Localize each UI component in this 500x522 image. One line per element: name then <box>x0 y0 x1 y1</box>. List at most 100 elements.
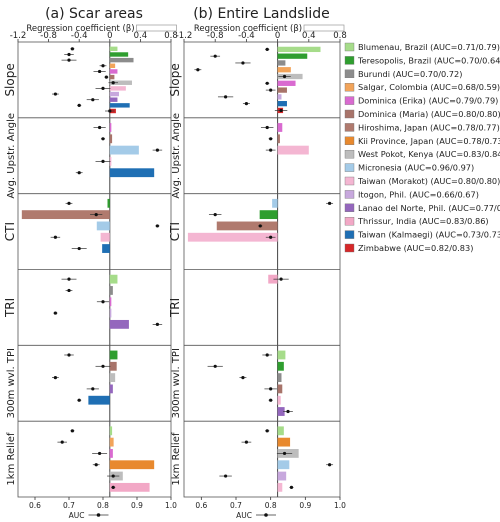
legend-item: Taiwan (Morakot) (AUC=0.80/0.80) <box>344 176 500 186</box>
auc-point <box>241 375 245 380</box>
auc-point <box>98 451 102 456</box>
legend-swatch <box>344 163 355 172</box>
legend-item: Blumenau, Brazil (AUC=0.71/0.79) <box>344 42 500 52</box>
auc-point <box>91 98 95 102</box>
auc-point <box>269 235 273 239</box>
legend-item: Zimbabwe (AUC=0.82/0.83) <box>344 243 473 253</box>
legend-label: Zimbabwe (AUC=0.82/0.83) <box>358 243 473 253</box>
legend-label: Taiwan (Kalmaegi) (AUC=0.73/0.73) <box>357 230 500 240</box>
x-tick-label: -1.2 <box>176 31 193 41</box>
auc-tick-label: 1.0 <box>334 501 346 510</box>
auc-point <box>213 213 217 217</box>
bar-Burundi <box>277 60 286 66</box>
bar-Micronesia <box>96 221 110 231</box>
bar-Blumenau <box>277 46 321 53</box>
legend-label: Hiroshima, Japan (AUC=0.78/0.77) <box>358 122 500 132</box>
auc-point <box>67 353 71 357</box>
auc-point <box>53 311 58 315</box>
bar-Thrissur <box>109 482 150 492</box>
auc-point <box>104 75 108 79</box>
bar-Salgar <box>109 63 116 68</box>
auc-point <box>265 81 269 85</box>
bar-DominicaMaria <box>109 74 115 80</box>
auc-point <box>224 474 228 478</box>
auc-point <box>244 440 248 444</box>
bar-Itogon <box>109 308 112 318</box>
auc-axis-title: AUC <box>69 511 85 520</box>
group-3: TRI <box>3 269 171 329</box>
bar-DominicaMaria <box>277 134 280 144</box>
bar-TaiwanKalmaegi <box>277 101 287 107</box>
panel-title: (a) Scar areas <box>45 6 143 22</box>
bar-Burundi <box>109 57 134 63</box>
auc-tick-label: 0.6 <box>195 501 207 510</box>
auc-point <box>101 137 105 141</box>
bar-Lanao <box>109 384 113 394</box>
bar-Itogon <box>277 94 282 100</box>
legend-swatch <box>344 243 355 253</box>
auc-point <box>94 213 98 217</box>
bar-DominicaMaria <box>277 384 283 394</box>
legend-item: Thrissur, India (AUC=0.83/0.86) <box>344 216 489 226</box>
bar-WestPokot <box>109 80 132 85</box>
auc-point <box>328 201 332 205</box>
bar-Teresopolis <box>109 350 118 360</box>
legend-swatch <box>344 69 355 79</box>
group-3: TRI <box>168 269 340 318</box>
auc-point <box>196 68 200 72</box>
bar-DominicaMaria <box>109 361 117 371</box>
x-tick-label: -0.4 <box>238 31 255 41</box>
legend-swatch <box>344 42 355 52</box>
bar-TaiwanMorakot <box>100 232 110 242</box>
auc-point <box>155 224 159 228</box>
bar-WestPokot <box>109 373 116 383</box>
auc-point <box>67 58 71 62</box>
row-label: 1km Relief <box>6 432 17 485</box>
legend-swatch <box>344 96 355 105</box>
auc-point <box>265 429 269 433</box>
row-label: CTI <box>3 222 17 241</box>
legend-swatch <box>344 230 355 239</box>
auc-point <box>258 224 262 228</box>
legend-swatch <box>344 149 355 159</box>
bar-Itogon <box>109 91 119 97</box>
legend-swatch <box>344 176 355 186</box>
legend-swatch <box>344 190 355 199</box>
auc-point <box>213 364 217 368</box>
legend-label: Salgar, Colombia (AUC=0.68/0.59) <box>358 82 500 92</box>
group-2: CTI <box>3 193 171 253</box>
bar-Blumenau <box>109 426 113 436</box>
bar-TaiwanKalmaegi <box>109 103 130 108</box>
row-label: Avg. Upstr. Angle <box>171 113 182 199</box>
legend-item: Kii Province, Japan (AUC=0.78/0.73) <box>344 136 500 146</box>
bar-TaiwanKalmaegi <box>109 168 155 178</box>
auc-point <box>101 364 105 368</box>
bar-Teresopolis <box>259 210 278 220</box>
legend-item: Lanao del Norte, Phil. (AUC=0.77/0.85) <box>344 203 500 213</box>
legend-label: Blumenau, Brazil (AUC=0.71/0.79) <box>358 42 500 52</box>
legend-swatch <box>344 82 355 92</box>
bar-Lanao <box>109 97 118 102</box>
auc-point <box>269 398 273 402</box>
row-label: Avg. Upstr. Angle <box>6 113 17 199</box>
bar-DominicaErika <box>109 297 112 307</box>
auc-point <box>77 103 81 107</box>
auc-tick-label: 0.6 <box>29 501 41 510</box>
x-tick-label: 0.4 <box>302 31 316 41</box>
bar-Blumenau <box>109 46 118 52</box>
bar-Itogon <box>277 471 287 481</box>
bar-Burundi <box>109 286 113 295</box>
auc-point <box>241 61 245 65</box>
auc-point <box>101 86 105 90</box>
row-label: CTI <box>168 222 182 241</box>
legend-item: West Pokot, Kenya (AUC=0.83/0.84) <box>344 149 500 159</box>
row-label: 300m wvl. TPI <box>6 348 17 418</box>
auc-point <box>279 277 283 281</box>
bar-Hiroshima <box>21 210 110 220</box>
legend-label: Itogon, Phil. (AUC=0.66/0.67) <box>358 189 479 199</box>
bar-DominicaErika <box>277 123 283 132</box>
row-label: Slope <box>168 63 182 96</box>
auc-point <box>101 159 105 164</box>
legend-label: West Pokot, Kenya (AUC=0.83/0.84) <box>358 149 500 159</box>
